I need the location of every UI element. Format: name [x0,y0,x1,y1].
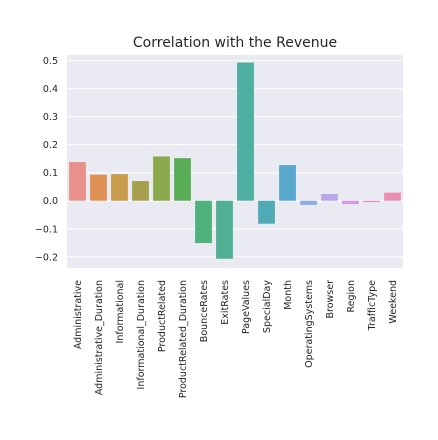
x-tick-label: BounceRates [199,280,210,342]
bar-traffictype [363,200,380,203]
y-axis: 0.5 0.4 0.3 0.2 0.1 0.0 −0.1 −0.2 [35,56,58,263]
plot-area [67,55,403,268]
chart-title: Correlation with the Revenue [133,35,337,51]
bar-specialday [258,200,275,224]
bar-administrative [69,162,86,201]
y-tick-label: 0.4 [43,84,58,95]
bar-month [279,165,296,201]
bar-exitrates [216,200,233,259]
y-tick-label: 0.3 [43,112,58,123]
bar-administrative-duration [90,174,107,201]
x-tick-label: Informational [115,280,126,343]
y-tick-label: −0.2 [35,252,58,263]
bar-operatingsystems [300,200,317,205]
bar-informational-duration [132,181,149,201]
x-axis: Administrative Administrative_Duration Inf… [73,280,399,399]
y-tick-label: 0.2 [43,140,58,151]
bar-pagevalues [237,62,254,201]
x-tick-label: Region [346,280,357,313]
bar-productrelated [153,156,170,201]
x-tick-label: Informational_Duration [136,280,147,389]
x-tick-label: PageValues [241,280,252,334]
y-tick-label: −0.1 [35,224,58,235]
bar-productrelated-duration [174,158,191,201]
x-tick-label: OperatingSystems [304,280,315,368]
bars [69,62,401,259]
y-tick-label: 0.0 [43,196,58,207]
y-tick-label: 0.1 [43,168,58,179]
bar-weekend [384,192,401,201]
bar-informational [111,174,128,201]
bar-region [342,200,359,205]
x-tick-label: Browser [325,280,336,319]
x-tick-label: SpecialDay [262,280,273,333]
bar-browser [321,194,338,201]
x-tick-label: Weekend [388,280,399,324]
x-tick-label: ProductRelated_Duration [178,280,189,398]
y-tick-label: 0.5 [43,56,58,67]
x-tick-label: Administrative_Duration [94,280,105,395]
x-tick-label: ExitRates [220,280,231,325]
x-tick-label: ProductRelated [157,280,168,352]
bar-bouncerates [195,200,212,244]
x-tick-label: Administrative [73,280,84,349]
x-tick-label: TrafficType [367,280,378,332]
x-tick-label: Month [283,280,294,310]
